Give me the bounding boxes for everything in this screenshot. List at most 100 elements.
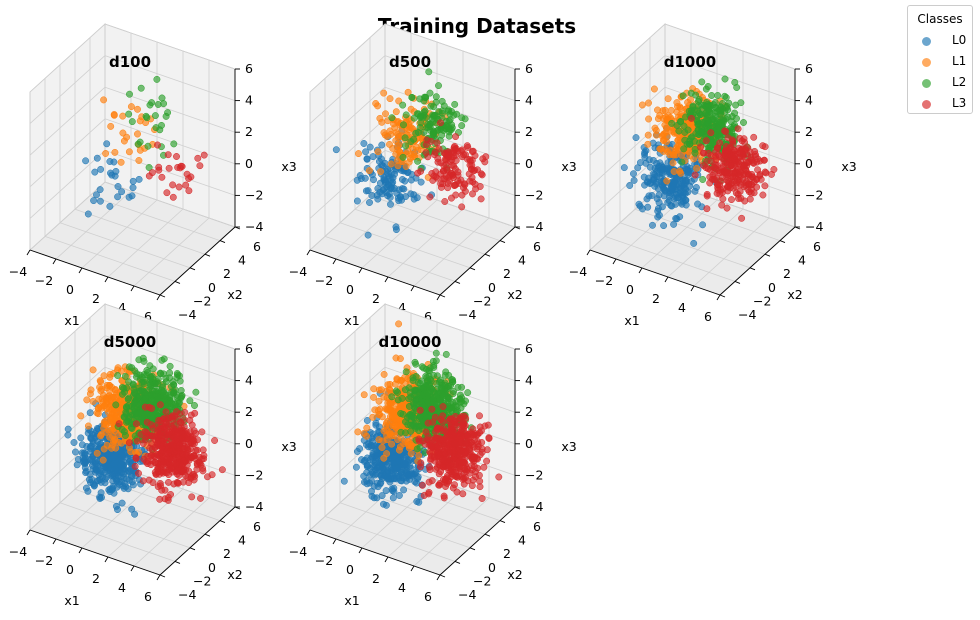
x-tick — [612, 258, 617, 265]
data-point — [92, 465, 100, 473]
data-point — [93, 154, 101, 162]
data-point — [413, 194, 421, 202]
data-point — [454, 383, 462, 391]
data-point — [687, 114, 695, 122]
data-point — [163, 189, 171, 197]
data-point — [112, 401, 120, 409]
data-point — [719, 195, 727, 203]
y-tick-label: −2 — [193, 573, 211, 588]
data-point — [139, 477, 147, 485]
data-point — [461, 115, 469, 123]
data-point — [400, 121, 407, 129]
data-point — [667, 106, 675, 114]
gridline — [29, 118, 106, 188]
data-point — [723, 204, 731, 212]
data-point — [154, 426, 162, 434]
data-point — [723, 170, 731, 178]
data-point — [450, 144, 458, 152]
gridline — [309, 118, 386, 188]
gridline — [604, 236, 736, 282]
data-point — [672, 215, 680, 222]
data-point — [461, 181, 469, 189]
data-point — [78, 441, 86, 449]
data-point — [417, 112, 425, 120]
data-point — [90, 197, 98, 205]
gridline — [667, 208, 744, 278]
data-point — [368, 192, 376, 199]
subplot-title: d100 — [109, 53, 151, 71]
data-point — [361, 478, 368, 486]
x-axis-label: x1 — [624, 313, 639, 328]
x-tick-label: 4 — [118, 580, 126, 595]
data-point — [417, 391, 425, 399]
data-point — [166, 374, 174, 382]
data-point — [190, 471, 198, 479]
data-point — [176, 377, 184, 385]
data-point — [437, 119, 444, 127]
z-tick-label: 4 — [245, 373, 253, 388]
data-point — [686, 140, 693, 148]
y-tick — [204, 253, 211, 257]
y-tick — [204, 533, 211, 537]
data-point — [740, 119, 747, 126]
data-point — [395, 492, 403, 499]
points-d100 — [82, 75, 208, 218]
data-point — [193, 446, 201, 454]
data-point — [407, 393, 415, 401]
data-point — [103, 140, 111, 148]
x-tick — [104, 556, 109, 563]
x-tick — [410, 285, 415, 292]
data-point — [172, 460, 180, 468]
data-point — [643, 195, 651, 203]
y-tick-label: 2 — [503, 266, 511, 281]
z-tick-label: 6 — [245, 61, 253, 76]
data-point — [655, 211, 663, 219]
y-axis-line — [439, 226, 516, 296]
y-tick-label: 6 — [533, 239, 541, 254]
data-point — [394, 131, 402, 138]
x-tick-label: 2 — [372, 291, 380, 306]
data-point — [136, 392, 143, 400]
data-point — [194, 436, 201, 444]
data-point — [630, 176, 638, 184]
data-point — [721, 108, 729, 116]
data-point — [111, 464, 119, 472]
data-point — [425, 68, 433, 76]
x-tick — [384, 276, 389, 283]
data-point — [437, 170, 445, 178]
data-point — [476, 412, 483, 420]
y-tick — [779, 240, 786, 244]
data-point — [134, 130, 141, 138]
data-point — [761, 168, 769, 176]
data-point — [77, 434, 85, 442]
data-point — [721, 127, 729, 135]
x-tick — [716, 294, 721, 301]
data-point — [199, 467, 207, 475]
data-point — [86, 409, 94, 417]
data-point — [431, 111, 439, 119]
data-point — [702, 137, 710, 145]
data-point — [97, 430, 105, 438]
data-point — [463, 142, 471, 150]
data-point — [388, 393, 396, 401]
z-tick-label: 2 — [805, 124, 813, 139]
data-point — [372, 100, 380, 107]
data-point — [121, 432, 129, 439]
data-point — [191, 402, 198, 409]
data-point — [128, 505, 136, 513]
y-axis-label: x2 — [227, 287, 242, 302]
data-point — [108, 171, 116, 179]
gridline — [104, 150, 236, 196]
data-point — [173, 432, 181, 439]
data-point — [760, 156, 768, 164]
y-tick — [749, 267, 756, 271]
data-point — [365, 440, 373, 448]
data-point — [728, 196, 735, 204]
data-point — [91, 168, 99, 176]
data-point — [659, 137, 667, 145]
data-point — [704, 105, 712, 113]
data-point — [132, 420, 140, 428]
data-point — [127, 103, 135, 111]
data-point — [703, 205, 711, 213]
